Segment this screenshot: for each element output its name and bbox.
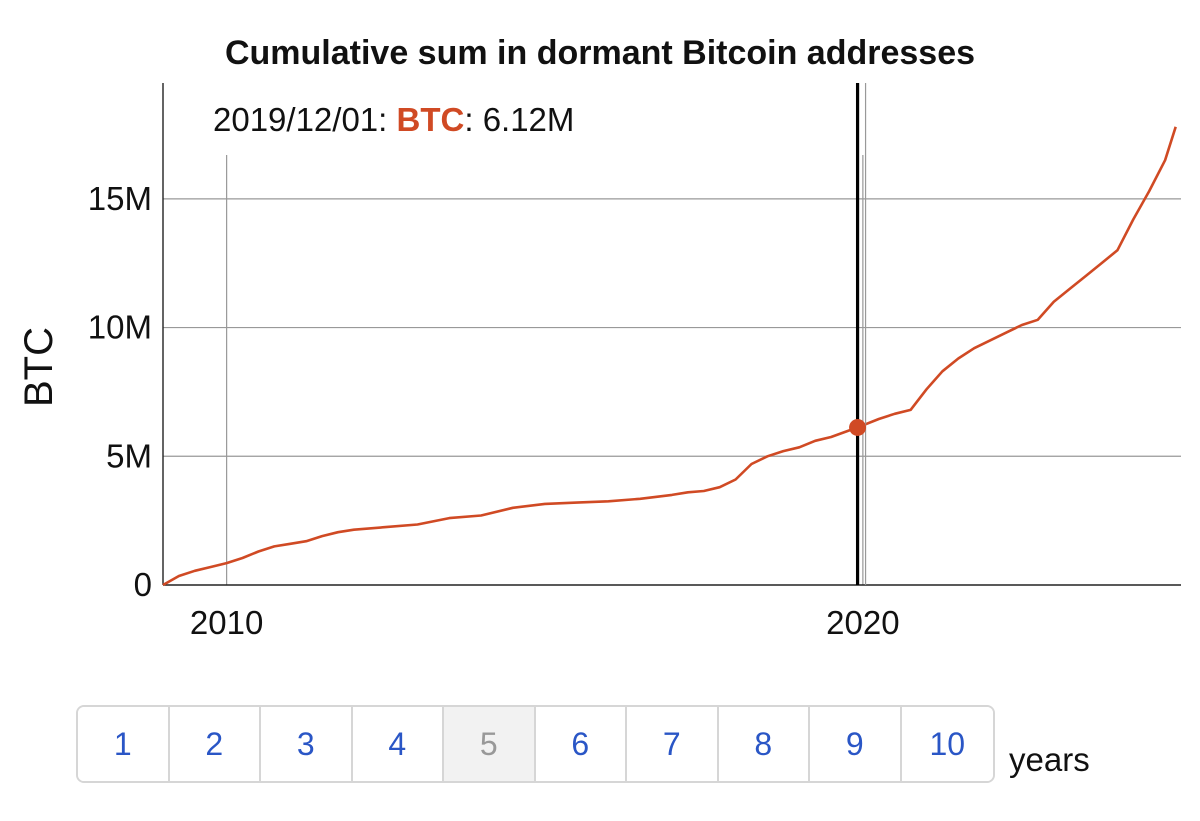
range-button-10[interactable]: 10	[901, 707, 993, 781]
range-suffix-label: years	[1009, 741, 1090, 778]
range-button-6[interactable]: 6	[535, 707, 627, 781]
range-button-2[interactable]: 2	[169, 707, 261, 781]
chart-container: Cumulative sum in dormant Bitcoin addres…	[17, 34, 1181, 641]
cursor-layer[interactable]	[849, 83, 867, 585]
series-line	[162, 126, 1177, 587]
chart-title: Cumulative sum in dormant Bitcoin addres…	[225, 34, 975, 72]
cursor-separator-2: :	[464, 101, 482, 138]
y-tick-label: 5M	[106, 437, 152, 474]
range-button-4[interactable]: 4	[352, 707, 444, 781]
tick-labels: 0 5M 10M 15M 2010 2020	[88, 180, 900, 641]
range-button-5[interactable]: 5	[444, 707, 536, 781]
series-layer	[162, 126, 1177, 587]
range-button-group: 1 2 3 4 5 6 7 8 9 10	[76, 705, 995, 783]
cursor-value: 6.12M	[483, 101, 575, 138]
cursor-point	[849, 418, 867, 436]
y-axis-label: BTC	[17, 327, 61, 407]
cursor-date: 2019/12/01	[213, 101, 378, 138]
range-button-1[interactable]: 1	[78, 707, 170, 781]
y-tick-label: 10M	[88, 309, 152, 346]
y-tick-label: 0	[134, 566, 152, 603]
axes	[162, 83, 1181, 586]
range-selector: 1 2 3 4 5 6 7 8 9 10 years	[76, 705, 1090, 783]
range-button-9[interactable]: 9	[810, 707, 902, 781]
cursor-series-name: BTC	[397, 101, 465, 138]
y-tick-label: 15M	[88, 180, 152, 217]
range-button-8[interactable]: 8	[718, 707, 810, 781]
grid-lines	[163, 155, 1181, 585]
chart-svg: Cumulative sum in dormant Bitcoin addres…	[17, 34, 1181, 641]
cursor-readout: 2019/12/01: BTC: 6.12M	[213, 101, 574, 138]
range-button-3[interactable]: 3	[261, 707, 353, 781]
x-tick-label: 2010	[190, 604, 263, 641]
range-button-7[interactable]: 7	[627, 707, 719, 781]
cursor-separator-1: :	[378, 101, 396, 138]
x-tick-label: 2020	[826, 604, 899, 641]
